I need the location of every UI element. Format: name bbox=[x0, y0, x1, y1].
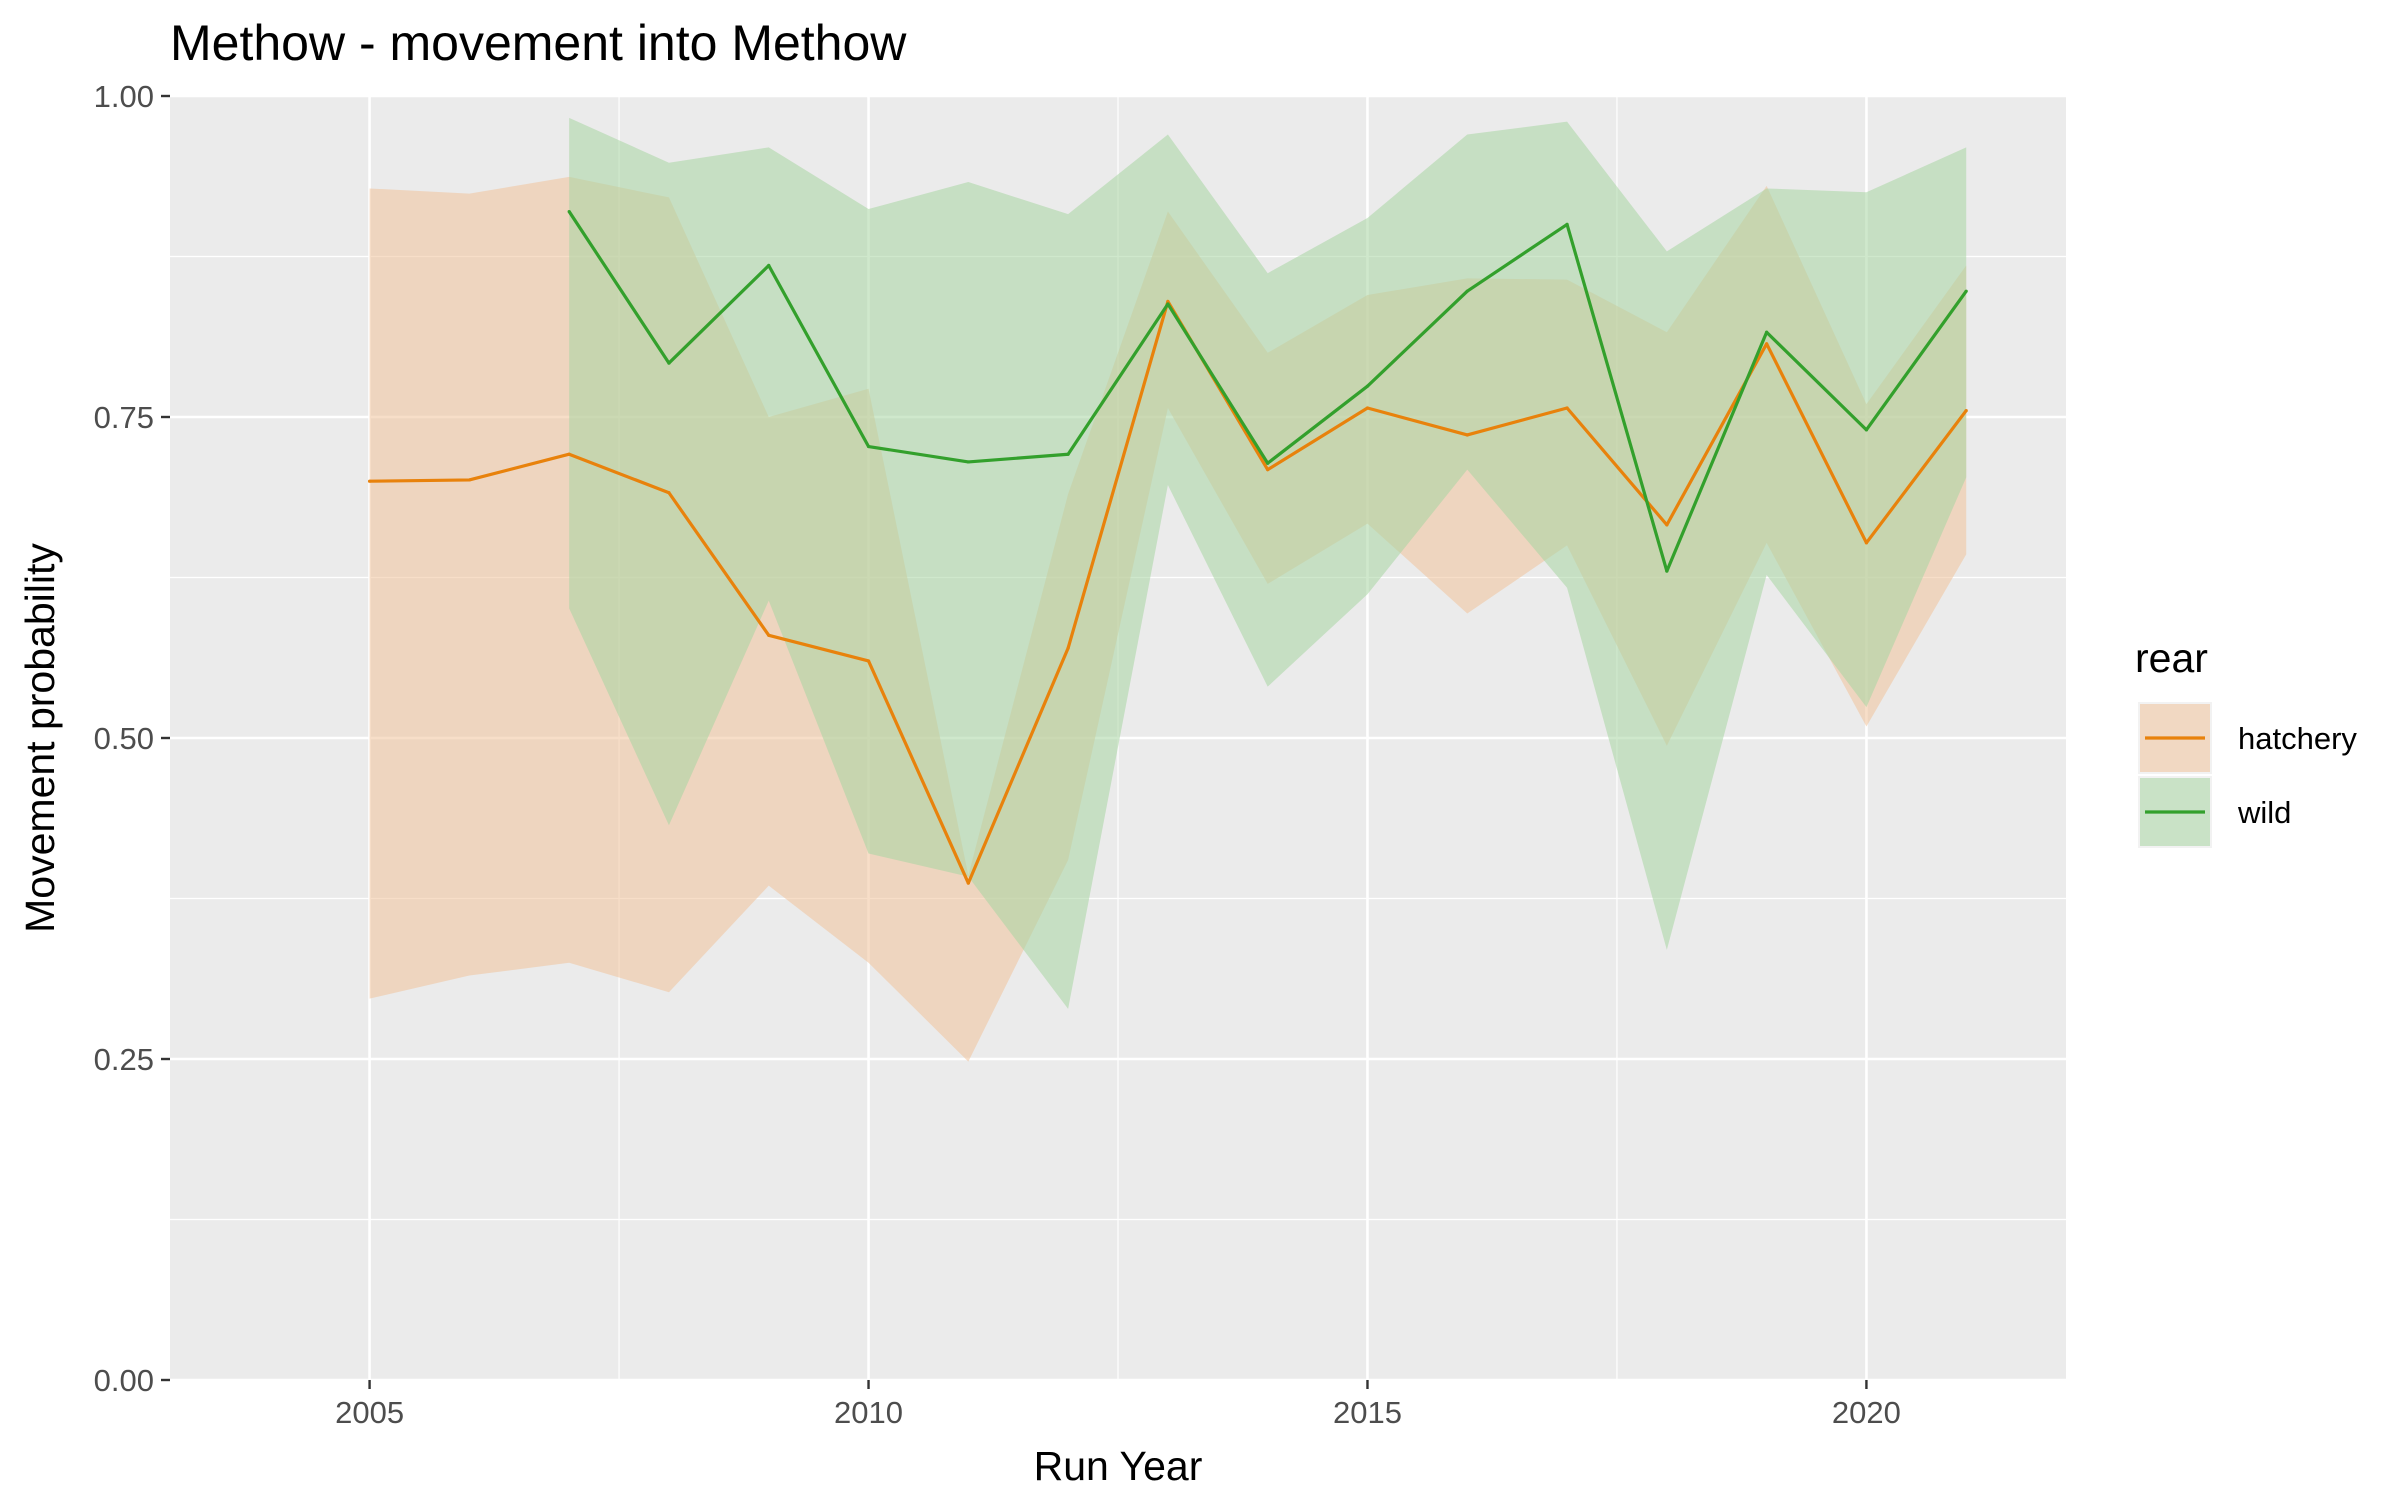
point-hatchery bbox=[866, 659, 871, 663]
y-tick-label: 1.00 bbox=[94, 79, 154, 114]
point-wild bbox=[767, 263, 771, 268]
point-wild bbox=[966, 460, 970, 464]
point-wild bbox=[866, 444, 871, 449]
point-hatchery bbox=[1066, 646, 1070, 650]
point-wild bbox=[667, 361, 671, 365]
y-tick-label: 0.25 bbox=[94, 1042, 154, 1077]
point-wild bbox=[1565, 222, 1569, 226]
point-wild bbox=[1864, 428, 1869, 432]
point-hatchery bbox=[1964, 408, 1968, 413]
y-tick-label: 0.75 bbox=[94, 400, 154, 435]
y-tick-label: 0.50 bbox=[94, 721, 154, 756]
point-hatchery bbox=[1665, 523, 1669, 527]
point-hatchery bbox=[767, 633, 771, 637]
point-wild bbox=[1964, 289, 1968, 293]
point-wild bbox=[1465, 289, 1469, 293]
point-hatchery bbox=[467, 478, 471, 482]
series-lines bbox=[367, 209, 1968, 885]
legend-title: rear bbox=[2135, 635, 2208, 681]
point-hatchery bbox=[966, 881, 970, 885]
confidence-ribbons bbox=[369, 117, 1967, 1062]
x-tick-label: 2010 bbox=[834, 1395, 903, 1430]
point-wild bbox=[1365, 384, 1370, 388]
point-wild bbox=[1266, 461, 1270, 465]
legend-label-wild: wild bbox=[2237, 795, 2291, 830]
legend-label-hatchery: hatchery bbox=[2238, 721, 2357, 756]
point-hatchery bbox=[1465, 433, 1469, 437]
x-tick-label: 2015 bbox=[1333, 1395, 1402, 1430]
ribbon-wild bbox=[569, 117, 1967, 1009]
point-hatchery bbox=[1565, 406, 1569, 410]
x-tick-label: 2005 bbox=[335, 1395, 404, 1430]
point-hatchery bbox=[367, 479, 372, 483]
point-hatchery bbox=[1864, 541, 1869, 545]
point-wild bbox=[1665, 569, 1669, 573]
point-wild bbox=[567, 209, 571, 214]
point-wild bbox=[1066, 452, 1070, 456]
legend: rear hatchery wild bbox=[2135, 635, 2357, 848]
axes: 0.00 0.25 0.50 0.75 1.00 2005 2010 2015 2020 bbox=[94, 79, 1901, 1430]
point-hatchery bbox=[1365, 406, 1370, 410]
point-hatchery bbox=[567, 452, 571, 456]
point-wild bbox=[1765, 330, 1769, 334]
y-axis-title: Movement probability bbox=[17, 543, 63, 933]
chart-title: Methow - movement into Methow bbox=[170, 15, 907, 71]
x-tick-label: 2020 bbox=[1832, 1395, 1901, 1430]
x-axis-title: Run Year bbox=[1034, 1443, 1203, 1489]
point-hatchery bbox=[1166, 299, 1170, 304]
point-hatchery bbox=[667, 491, 671, 495]
point-hatchery bbox=[1266, 468, 1270, 472]
y-tick-label: 0.00 bbox=[94, 1363, 154, 1398]
point-wild bbox=[1166, 302, 1170, 306]
point-hatchery bbox=[1765, 342, 1769, 346]
